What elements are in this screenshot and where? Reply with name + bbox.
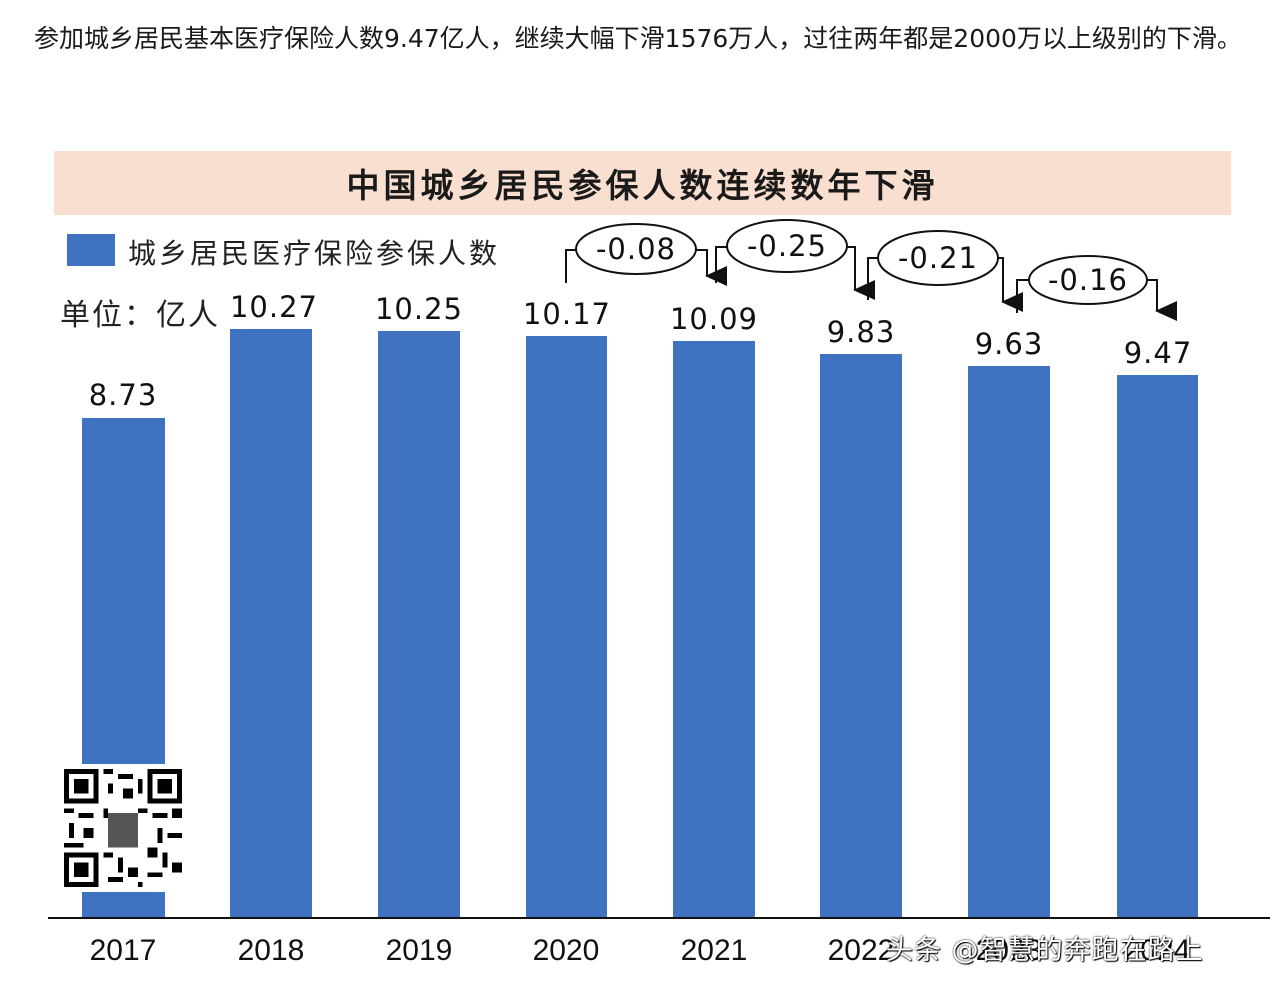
value-label-2021: 10.09	[669, 302, 759, 336]
delta-label-2024: -0.16	[1047, 263, 1129, 297]
bar-2020	[526, 336, 607, 918]
value-label-2020: 10.17	[522, 297, 612, 331]
value-label-2017: 8.73	[88, 378, 158, 412]
value-label-2019: 10.25	[374, 292, 464, 326]
value-label-2018: 10.27	[229, 290, 319, 324]
x-tick-2021: 2021	[680, 934, 748, 967]
bar-2018	[230, 329, 312, 918]
unit-label: 单位：亿人	[60, 298, 220, 333]
x-tick-2020: 2020	[532, 934, 600, 967]
bar-2019	[378, 331, 460, 918]
bar-2023	[968, 366, 1050, 918]
x-tick-2022: 2022	[827, 934, 895, 967]
x-tick-2024: 2024	[1123, 934, 1191, 967]
intro-paragraph: 参加城乡居民基本医疗保险人数9.47亿人，继续大幅下滑1576万人，过往两年都是…	[34, 24, 1242, 53]
bar-2022	[820, 354, 902, 918]
bar-2021	[673, 341, 755, 918]
x-tick-2018: 2018	[237, 934, 305, 967]
value-label-2022: 9.83	[826, 315, 896, 349]
x-tick-2019: 2019	[385, 934, 453, 967]
delta-label-2022: -0.25	[746, 229, 828, 263]
x-tick-2017: 2017	[89, 934, 157, 967]
chart-title: 中国城乡居民参保人数连续数年下滑	[346, 166, 939, 205]
legend-label: 城乡居民医疗保险参保人数	[128, 237, 501, 270]
chart-title-band: 中国城乡居民参保人数连续数年下滑	[54, 151, 1231, 215]
value-label-2023: 9.63	[974, 327, 1044, 361]
delta-label-2023: -0.21	[897, 241, 979, 275]
x-axis-line	[48, 917, 1270, 919]
x-tick-2023: 2023	[975, 934, 1043, 967]
bar-2024	[1117, 375, 1198, 918]
qr-code-icon	[58, 764, 188, 892]
value-label-2024: 9.47	[1123, 336, 1193, 370]
legend-swatch	[67, 234, 115, 266]
watermark: 头条 @智慧的奔跑在路上	[886, 935, 1204, 966]
delta-label-2021: -0.08	[595, 232, 677, 266]
